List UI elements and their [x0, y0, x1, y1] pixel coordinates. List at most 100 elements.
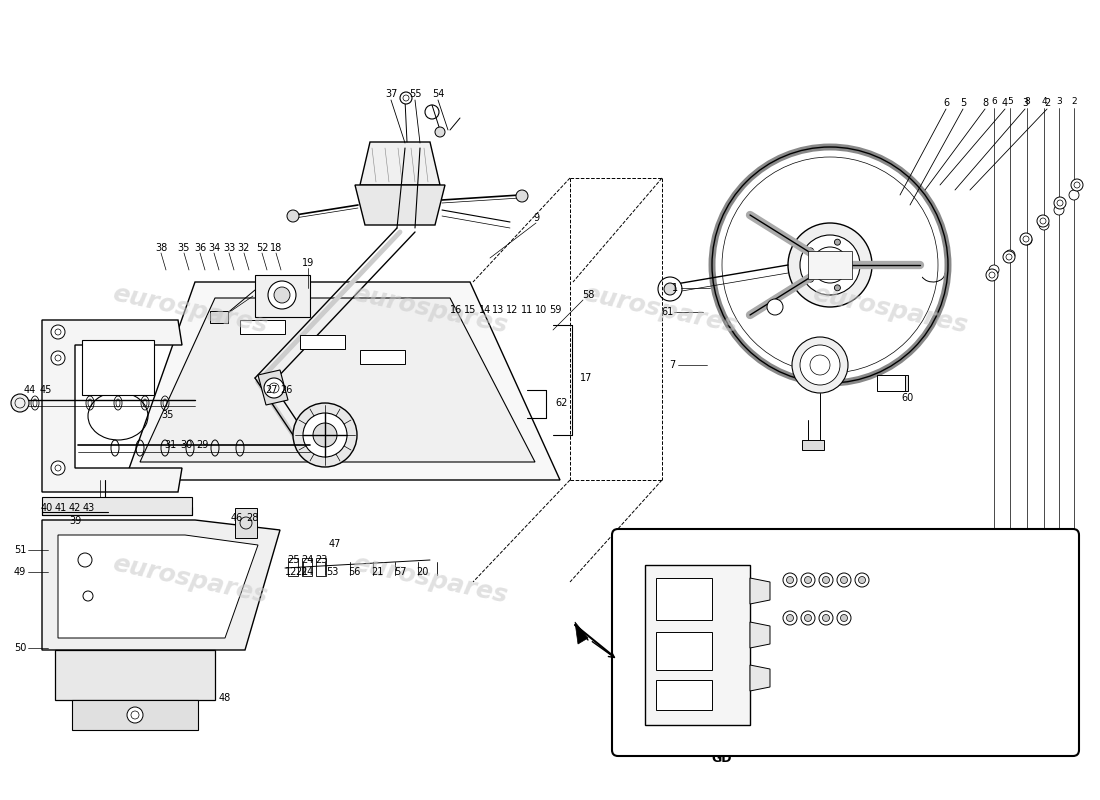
Circle shape [986, 269, 998, 281]
Circle shape [293, 403, 358, 467]
Circle shape [1020, 233, 1032, 245]
Text: 4: 4 [1002, 98, 1008, 108]
Bar [288, 558, 298, 576]
Circle shape [858, 577, 866, 583]
Text: 46: 46 [231, 513, 243, 523]
Bar [880, 375, 907, 391]
Bar [240, 320, 285, 334]
Text: 8: 8 [982, 98, 988, 108]
Circle shape [314, 423, 337, 447]
Text: 13: 13 [492, 305, 504, 315]
Text: 53: 53 [326, 567, 338, 577]
Text: 43: 43 [82, 503, 95, 513]
Polygon shape [645, 565, 750, 725]
Text: eurospares: eurospares [110, 282, 270, 338]
Polygon shape [808, 251, 852, 279]
Text: 45: 45 [40, 385, 52, 395]
Text: 36: 36 [194, 243, 206, 253]
Text: 48: 48 [219, 693, 231, 703]
Circle shape [804, 577, 812, 583]
Circle shape [837, 611, 851, 625]
Text: 57: 57 [394, 567, 406, 577]
Bar [300, 335, 345, 349]
Text: 28: 28 [245, 513, 258, 523]
Text: eurospares: eurospares [811, 282, 970, 338]
Circle shape [783, 573, 798, 587]
Text: 30: 30 [180, 440, 192, 450]
Bar [360, 350, 405, 364]
Text: eurospares: eurospares [580, 282, 740, 338]
Circle shape [434, 127, 446, 137]
Bar [235, 508, 257, 538]
Circle shape [823, 614, 829, 622]
Text: 34: 34 [208, 243, 220, 253]
Text: eurospares: eurospares [620, 552, 780, 608]
Circle shape [855, 573, 869, 587]
Polygon shape [58, 535, 258, 638]
Text: 15: 15 [464, 305, 476, 315]
Text: 56: 56 [348, 567, 360, 577]
Text: 63: 63 [653, 726, 664, 735]
Circle shape [800, 345, 840, 385]
Bar [656, 578, 712, 620]
Circle shape [1054, 205, 1064, 215]
Circle shape [302, 413, 346, 457]
Circle shape [11, 394, 29, 412]
Polygon shape [42, 520, 280, 650]
Text: 62: 62 [556, 398, 568, 408]
Text: eurospares: eurospares [350, 282, 509, 338]
Circle shape [1069, 190, 1079, 200]
Text: 58: 58 [582, 290, 594, 300]
Circle shape [840, 577, 847, 583]
Text: 29: 29 [196, 440, 208, 450]
Text: 20: 20 [416, 567, 428, 577]
Text: 2: 2 [1044, 98, 1050, 108]
Text: 59: 59 [549, 305, 561, 315]
Circle shape [1071, 179, 1083, 191]
Text: 52: 52 [255, 243, 268, 253]
Circle shape [268, 281, 296, 309]
Polygon shape [750, 665, 770, 691]
Circle shape [837, 573, 851, 587]
Text: 35: 35 [178, 243, 190, 253]
Text: 5: 5 [960, 98, 966, 108]
Text: 21: 21 [371, 567, 383, 577]
Text: eurospares: eurospares [350, 552, 509, 608]
Text: 54: 54 [432, 89, 444, 99]
Bar [802, 440, 824, 450]
Text: 22: 22 [296, 567, 308, 577]
Circle shape [786, 614, 793, 622]
Bar [316, 558, 326, 576]
Circle shape [835, 239, 840, 245]
Circle shape [807, 248, 814, 254]
Polygon shape [355, 185, 446, 225]
Circle shape [78, 553, 92, 567]
Circle shape [820, 573, 833, 587]
Circle shape [126, 707, 143, 723]
Circle shape [287, 210, 299, 222]
Text: 14: 14 [478, 305, 491, 315]
Circle shape [1040, 220, 1049, 230]
Circle shape [264, 378, 284, 398]
Text: 27: 27 [265, 385, 277, 395]
Text: 7: 7 [669, 360, 675, 370]
Text: 50: 50 [14, 643, 26, 653]
Circle shape [1005, 250, 1015, 260]
Circle shape [820, 611, 833, 625]
Circle shape [783, 611, 798, 625]
Text: 38: 38 [155, 243, 167, 253]
Circle shape [274, 287, 290, 303]
Text: 39: 39 [706, 738, 717, 747]
Text: 60: 60 [901, 393, 913, 403]
Text: 33: 33 [223, 243, 235, 253]
Circle shape [801, 611, 815, 625]
Text: 37: 37 [385, 89, 397, 99]
Circle shape [516, 190, 528, 202]
Circle shape [51, 461, 65, 475]
Text: 14: 14 [301, 567, 315, 577]
Bar [302, 558, 312, 576]
Text: 8: 8 [1024, 98, 1030, 106]
Circle shape [425, 105, 439, 119]
Circle shape [400, 92, 412, 104]
Text: 32: 32 [238, 243, 250, 253]
